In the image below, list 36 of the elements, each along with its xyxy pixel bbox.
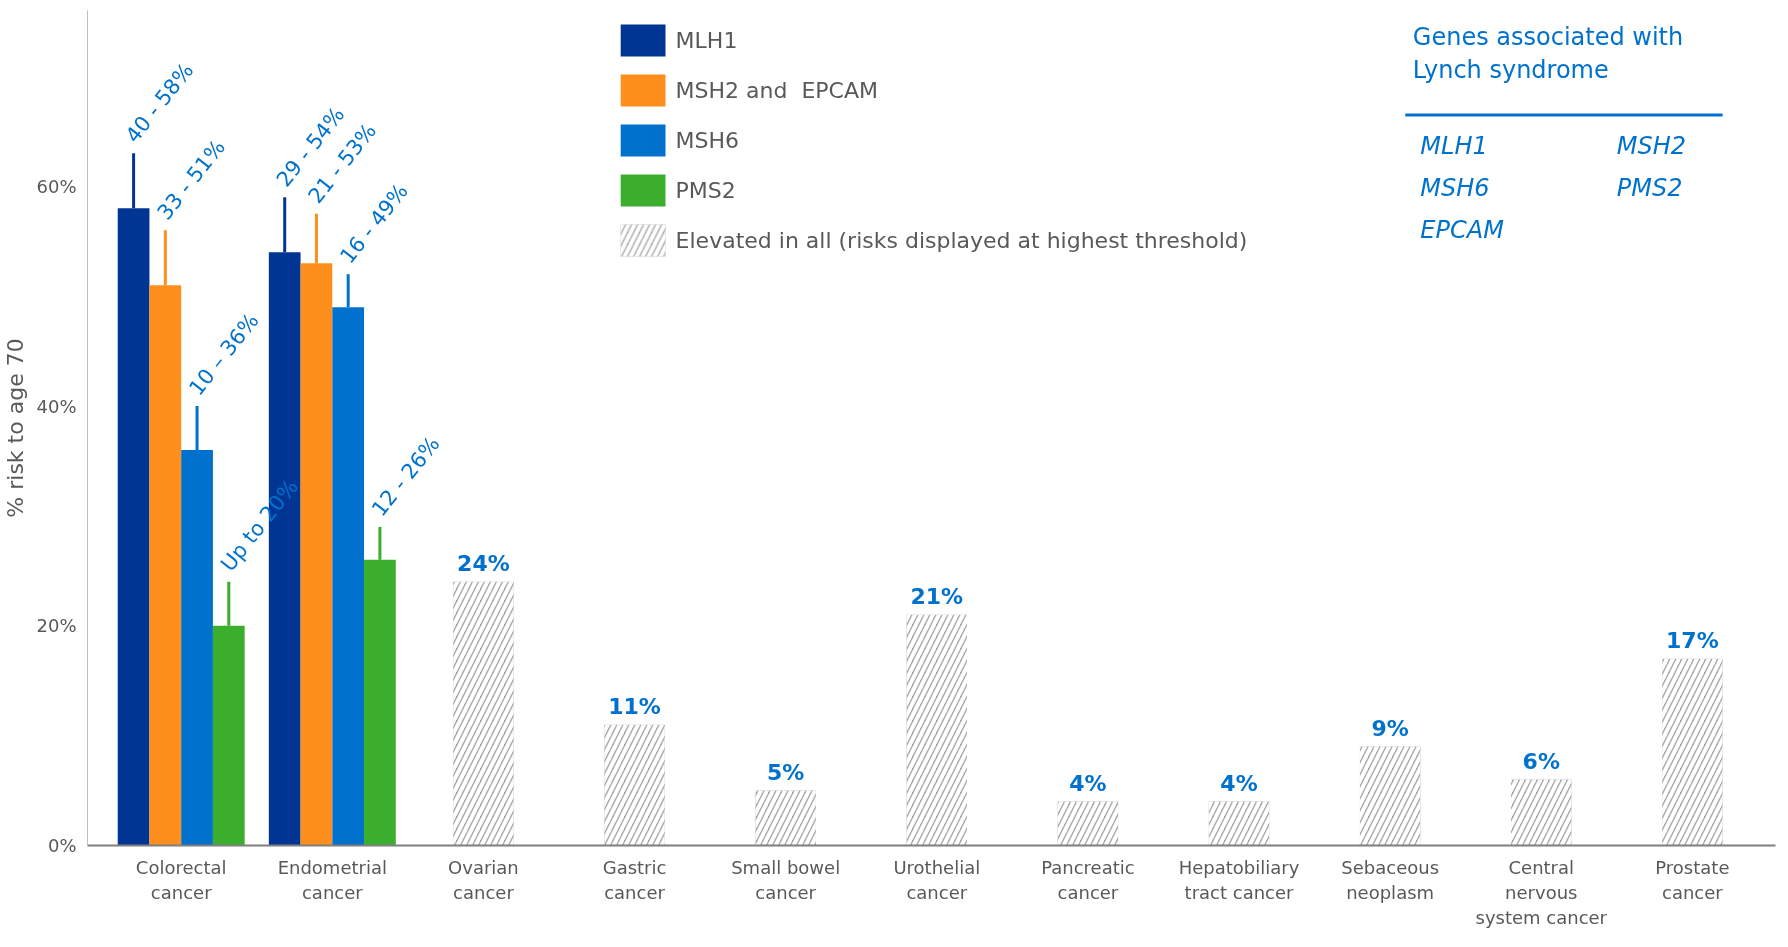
data-label: 5% <box>766 759 805 785</box>
x-tick-label: Colorectal cancer <box>135 856 227 903</box>
legend-label: MLH1 <box>675 27 738 53</box>
x-tick-label: Small bowel cancer <box>731 856 841 903</box>
data-label: 11% <box>608 693 661 719</box>
x-tick-label: Hepatobiliary tract cancer <box>1178 856 1300 903</box>
x-tick-label: Prostate cancer <box>1655 856 1730 903</box>
y-tick-label: 20% <box>36 615 77 637</box>
data-label: 9% <box>1371 715 1409 741</box>
data-label: 17% <box>1666 627 1719 653</box>
y-axis-title: % risk to age 70 <box>3 338 29 518</box>
data-label: 21% <box>910 583 964 609</box>
y-tick-label: 0% <box>47 835 77 856</box>
legend-label: Elevated in all (risks displayed at highest threshold) <box>675 227 1248 253</box>
legend-label: PMS2 <box>675 177 736 203</box>
legend-label: MSH6 <box>675 127 740 153</box>
data-label: 4% <box>1069 770 1107 796</box>
annotation: MSH6 <box>1420 173 1490 202</box>
x-tick-label: Central nervous system cancer <box>1475 856 1608 928</box>
data-label: 6% <box>1522 748 1560 774</box>
x-tick-label: Pancreatic cancer <box>1041 856 1135 903</box>
data-label: 24% <box>457 550 510 576</box>
x-tick-label: Ovarian cancer <box>448 856 519 903</box>
y-tick-label: 40% <box>36 395 77 417</box>
x-tick-label: Endometrial cancer <box>277 856 387 903</box>
x-tick-label: Gastric cancer <box>602 856 667 903</box>
annotation: MSH2 <box>1616 131 1687 160</box>
annotation: EPCAM <box>1420 215 1505 244</box>
annotation: Genes associated with Lynch syndrome <box>1412 22 1684 85</box>
annotation: PMS2 <box>1616 173 1683 202</box>
x-tick-label: Sebaceous neoplasm <box>1341 856 1440 903</box>
annotation: MLH1 <box>1420 131 1488 160</box>
data-label: 4% <box>1220 770 1258 796</box>
legend-label: MSH2 and EPCAM <box>675 77 879 103</box>
y-tick-label: 60% <box>36 175 77 197</box>
x-tick-label: Urothelial cancer <box>893 856 981 903</box>
